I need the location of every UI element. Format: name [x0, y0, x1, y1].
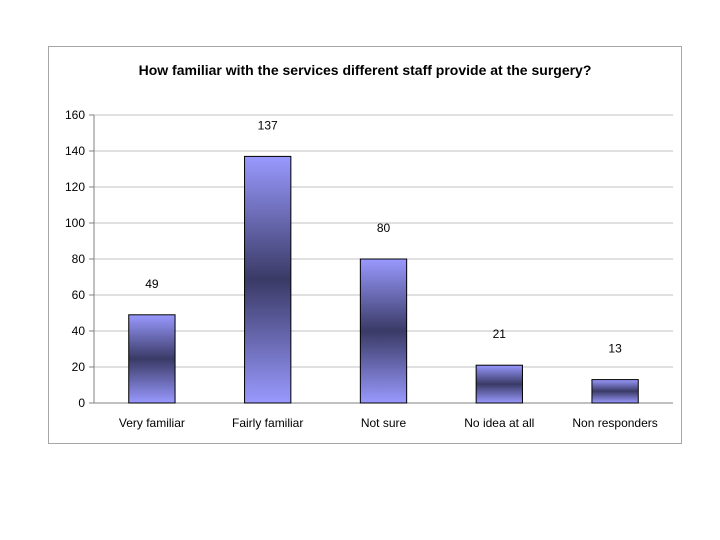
y-tick-label: 40 [72, 324, 86, 338]
x-tick-label: Very familiar [119, 416, 185, 430]
y-tick-label: 100 [65, 216, 85, 230]
y-tick-label: 0 [78, 396, 85, 410]
bar [591, 379, 639, 404]
data-label: 137 [258, 118, 278, 132]
data-label: 21 [493, 327, 507, 341]
data-label: 80 [377, 221, 391, 235]
x-tick-label: No idea at all [464, 416, 534, 430]
y-tick-label: 60 [72, 288, 86, 302]
y-tick-label: 160 [65, 108, 85, 122]
bar [244, 155, 292, 404]
data-label: 49 [145, 277, 159, 291]
bar [359, 258, 408, 404]
y-tick-label: 20 [72, 360, 86, 374]
chart-title: How familiar with the services different… [138, 62, 592, 78]
bar [475, 364, 523, 404]
x-tick-label: Fairly familiar [232, 416, 303, 430]
y-tick-label: 140 [65, 144, 85, 158]
bars [128, 155, 639, 404]
y-tick-label: 120 [65, 180, 85, 194]
labels: 0 20 40 60 80 100 120 140 160 49 Very familiar 137 F… [65, 108, 658, 430]
bar [128, 314, 176, 404]
y-tick-label: 80 [72, 252, 86, 266]
x-tick-label: Non responders [572, 416, 657, 430]
x-tick-label: Not sure [361, 416, 407, 430]
data-label: 13 [608, 342, 622, 356]
